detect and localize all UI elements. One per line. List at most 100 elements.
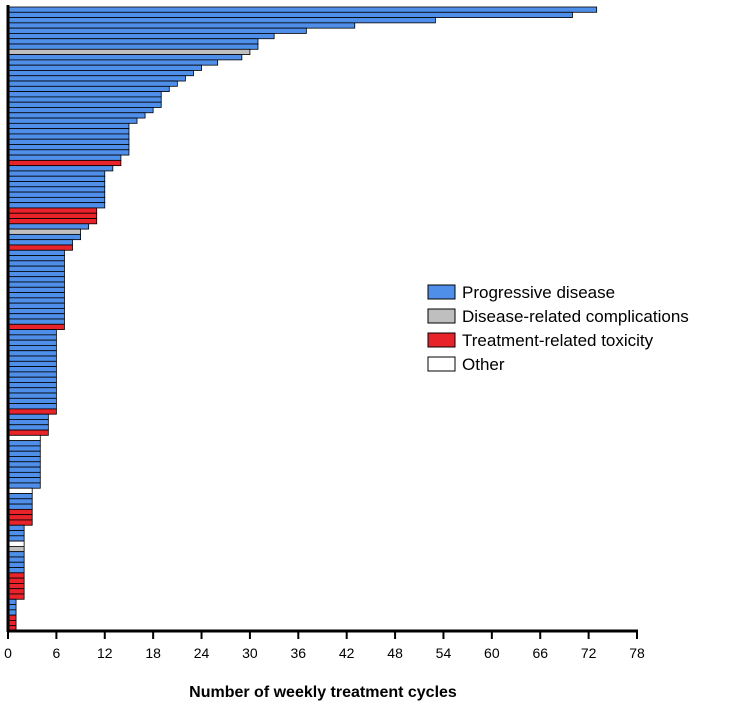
bar-14 [8,76,185,81]
x-tick-label-48: 48 [387,645,403,661]
bar-53 [8,282,64,287]
bar-82 [8,435,40,440]
bar-34 [8,182,105,187]
bar-112 [8,594,24,599]
bar-68 [8,361,56,366]
legend-label-o: Other [462,355,505,374]
bar-22 [8,118,137,123]
legend-swatch-p [428,285,455,299]
bar-91 [8,483,40,488]
bar-87 [8,462,40,467]
bar-99 [8,525,24,530]
bar-1 [8,7,597,12]
bar-37 [8,197,105,202]
x-tick-label-72: 72 [581,645,597,661]
bar-32 [8,171,105,176]
bar-62 [8,330,56,335]
bar-105 [8,557,24,562]
x-axis-title: Number of weekly treatment cycles [189,684,457,701]
bar-71 [8,377,56,382]
bar-67 [8,356,56,361]
bar-5 [8,28,306,33]
bar-109 [8,578,24,583]
bar-6 [8,33,274,38]
x-tick-label-66: 66 [532,645,548,661]
bar-18 [8,97,161,102]
bar-80 [8,425,48,430]
bar-51 [8,271,64,276]
bar-24 [8,129,129,134]
legend: Progressive disease Disease-related compl… [428,283,689,374]
bar-84 [8,446,40,451]
bar-101 [8,536,24,541]
bar-83 [8,441,40,446]
bar-108 [8,573,24,578]
bar-13 [8,70,193,75]
bar-8 [8,44,258,49]
bar-25 [8,134,129,139]
treatment-cycles-chart: 0 6 12 18 24 30 36 42 48 54 60 66 72 78 Number of wee… [0,0,735,709]
legend-swatch-t [428,333,455,347]
x-tick-label-54: 54 [436,645,452,661]
bar-96 [8,509,32,514]
bar-75 [8,398,56,403]
bar-106 [8,562,24,567]
legend-swatch-d [428,309,455,323]
x-tick-label-24: 24 [194,645,210,661]
bar-44 [8,234,81,239]
bar-29 [8,155,121,160]
x-tick-label-42: 42 [339,645,355,661]
bar-72 [8,382,56,387]
bar-58 [8,308,64,313]
bar-48 [8,256,64,261]
bar-73 [8,388,56,393]
bar-2 [8,12,572,17]
bar-3 [8,18,435,23]
bar-94 [8,499,32,504]
bar-98 [8,520,32,525]
bar-102 [8,541,24,546]
legend-label-t: Treatment-related toxicity [462,331,654,350]
bar-54 [8,287,64,292]
bar-46 [8,245,73,250]
bar-40 [8,213,97,218]
bar-100 [8,531,24,536]
x-tick-label-78: 78 [629,645,645,661]
legend-label-p: Progressive disease [462,283,615,302]
bar-103 [8,546,24,551]
bar-47 [8,250,64,255]
x-tick-label-60: 60 [484,645,500,661]
bar-11 [8,60,218,65]
bar-88 [8,467,40,472]
bar-107 [8,568,24,573]
bar-63 [8,335,56,340]
bar-95 [8,504,32,509]
bar-38 [8,203,105,208]
bar-60 [8,319,64,324]
bar-12 [8,65,202,70]
bar-55 [8,293,64,298]
x-tick-label-30: 30 [242,645,258,661]
bar-33 [8,176,105,181]
bar-17 [8,92,161,97]
bar-15 [8,81,177,86]
bar-93 [8,494,32,499]
bar-97 [8,515,32,520]
bar-42 [8,224,89,229]
bar-104 [8,552,24,557]
bar-77 [8,409,56,414]
bar-27 [8,144,129,149]
bar-43 [8,229,81,234]
bar-50 [8,266,64,271]
x-tick-label-0: 0 [4,645,12,661]
bar-23 [8,123,129,128]
x-tick-label-12: 12 [97,645,113,661]
bar-28 [8,150,129,155]
bar-19 [8,102,161,107]
bar-31 [8,166,113,171]
bar-64 [8,340,56,345]
bar-56 [8,298,64,303]
x-tick-label-18: 18 [145,645,161,661]
bar-110 [8,583,24,588]
bar-74 [8,393,56,398]
